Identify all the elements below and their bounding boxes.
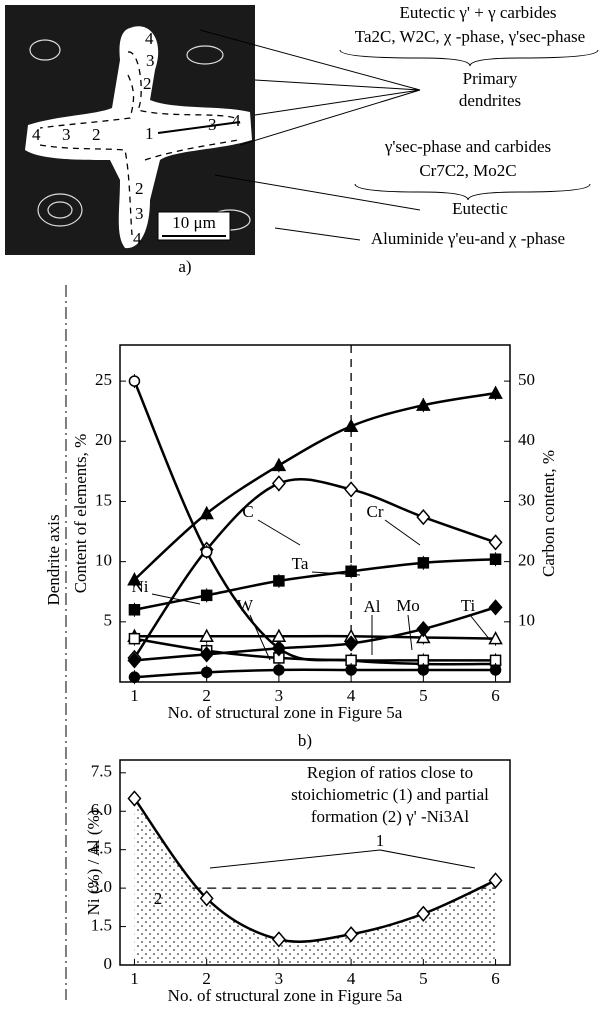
point [273, 459, 285, 470]
point [418, 665, 428, 675]
y-tick-label: 15 [95, 490, 112, 509]
point [490, 600, 502, 614]
annotation: Region of ratios close to [307, 763, 473, 782]
point [417, 510, 429, 524]
zone-label: 3 [62, 125, 71, 144]
series-label: Ni [132, 577, 149, 596]
series-label: Ti [461, 596, 476, 615]
annotation: Eutectic γ' + γ carbides [399, 3, 556, 22]
x-axis-label: No. of structural zone in Figure 5a [168, 986, 403, 1005]
y2-tick-label: 40 [518, 430, 535, 449]
point [490, 535, 502, 549]
y-tick-label: 25 [95, 370, 112, 389]
line [134, 393, 495, 580]
panel-label: b) [298, 731, 312, 750]
annotation: Cr7C2, Mo2C [419, 161, 516, 180]
y-tick-label: 7.5 [91, 762, 112, 781]
line [134, 559, 495, 610]
y-axis-label: Content of elements, % [71, 434, 90, 594]
y-tick-label: 10 [95, 551, 112, 570]
y-tick-label: 20 [95, 430, 112, 449]
leader-line [470, 615, 490, 640]
y2-tick-label: 10 [518, 611, 535, 630]
annotation: formation (2) γ' -Ni3Al [311, 807, 470, 826]
y2-tick-label: 50 [518, 370, 535, 389]
point [345, 482, 357, 496]
x-tick-label: 1 [130, 969, 139, 988]
series-label: Ta [292, 554, 309, 573]
point [418, 558, 428, 568]
annotation: dendrites [459, 91, 521, 110]
figure: 10 μm 1 2 2 2 3 3 3 3 4 4 4 4 Eutectic γ… [0, 0, 605, 1012]
line [134, 479, 495, 658]
line [134, 670, 495, 677]
zone-label: 4 [232, 111, 241, 130]
point [491, 554, 501, 564]
region-label: 1 [376, 831, 385, 850]
annotation: Ta2C, W2C, χ -phase, γ'sec-phase [355, 27, 585, 46]
zone-label: 2 [92, 125, 101, 144]
zone-label: 4 [32, 125, 41, 144]
zone-label: 3 [208, 115, 217, 134]
zone-label: 2 [143, 74, 152, 93]
point [491, 665, 501, 675]
point [202, 667, 212, 677]
point [129, 672, 139, 682]
x-tick-label: 6 [491, 686, 500, 705]
annotation: stoichiometric (1) and partial [291, 785, 489, 804]
point [346, 665, 356, 675]
x-tick-label: 1 [130, 686, 139, 705]
x-tick-label: 5 [419, 686, 428, 705]
y-tick-label: 0 [104, 954, 113, 973]
leader-line [258, 520, 300, 545]
x-tick-label: 5 [419, 969, 428, 988]
annotation: γ'sec-phase and carbides [384, 137, 551, 156]
point [274, 576, 284, 586]
point [274, 665, 284, 675]
y2-tick-label: 30 [518, 490, 535, 509]
zone-label: 3 [146, 51, 155, 70]
series-label: W [237, 596, 254, 615]
line [134, 636, 495, 638]
region-label: 2 [154, 889, 163, 908]
leader-line [210, 850, 475, 868]
point [417, 622, 429, 636]
zone-label: 4 [145, 29, 154, 48]
point [129, 605, 139, 615]
x-axis-label: No. of structural zone in Figure 5a [168, 703, 403, 722]
zone-label: 4 [133, 229, 142, 248]
y-tick-label: 5 [104, 611, 113, 630]
point [202, 590, 212, 600]
y-axis-label: Ni (%) / Al (%) [84, 810, 103, 916]
panel-label: a) [178, 257, 191, 276]
y-tick-label: 1.5 [91, 915, 112, 934]
series-label: Cr [367, 502, 384, 521]
plot-frame [120, 345, 510, 682]
series-label: Al [364, 597, 381, 616]
scale-bar: 10 μm [172, 213, 216, 232]
zone-label: 3 [135, 204, 144, 223]
point [129, 634, 139, 644]
series-label: Mo [396, 596, 420, 615]
leader-line [385, 520, 420, 545]
zone-label: 2 [135, 179, 144, 198]
annotation: Primary [463, 69, 518, 88]
y2-axis-label: Carbon content, % [539, 450, 558, 577]
y2-tick-label: 20 [518, 551, 535, 570]
side-label: Dendrite axis [44, 514, 63, 605]
line [134, 639, 495, 661]
zone-label: 1 [145, 124, 154, 143]
micrograph: 10 μm 1 2 2 2 3 3 3 3 4 4 4 4 [5, 5, 255, 255]
point [273, 476, 285, 490]
x-tick-label: 6 [491, 969, 500, 988]
annotation: Aluminide γ'eu-and χ -phase [371, 229, 565, 248]
point [202, 547, 212, 557]
line [134, 607, 495, 660]
point [129, 376, 139, 386]
annotation: Eutectic [452, 199, 508, 218]
